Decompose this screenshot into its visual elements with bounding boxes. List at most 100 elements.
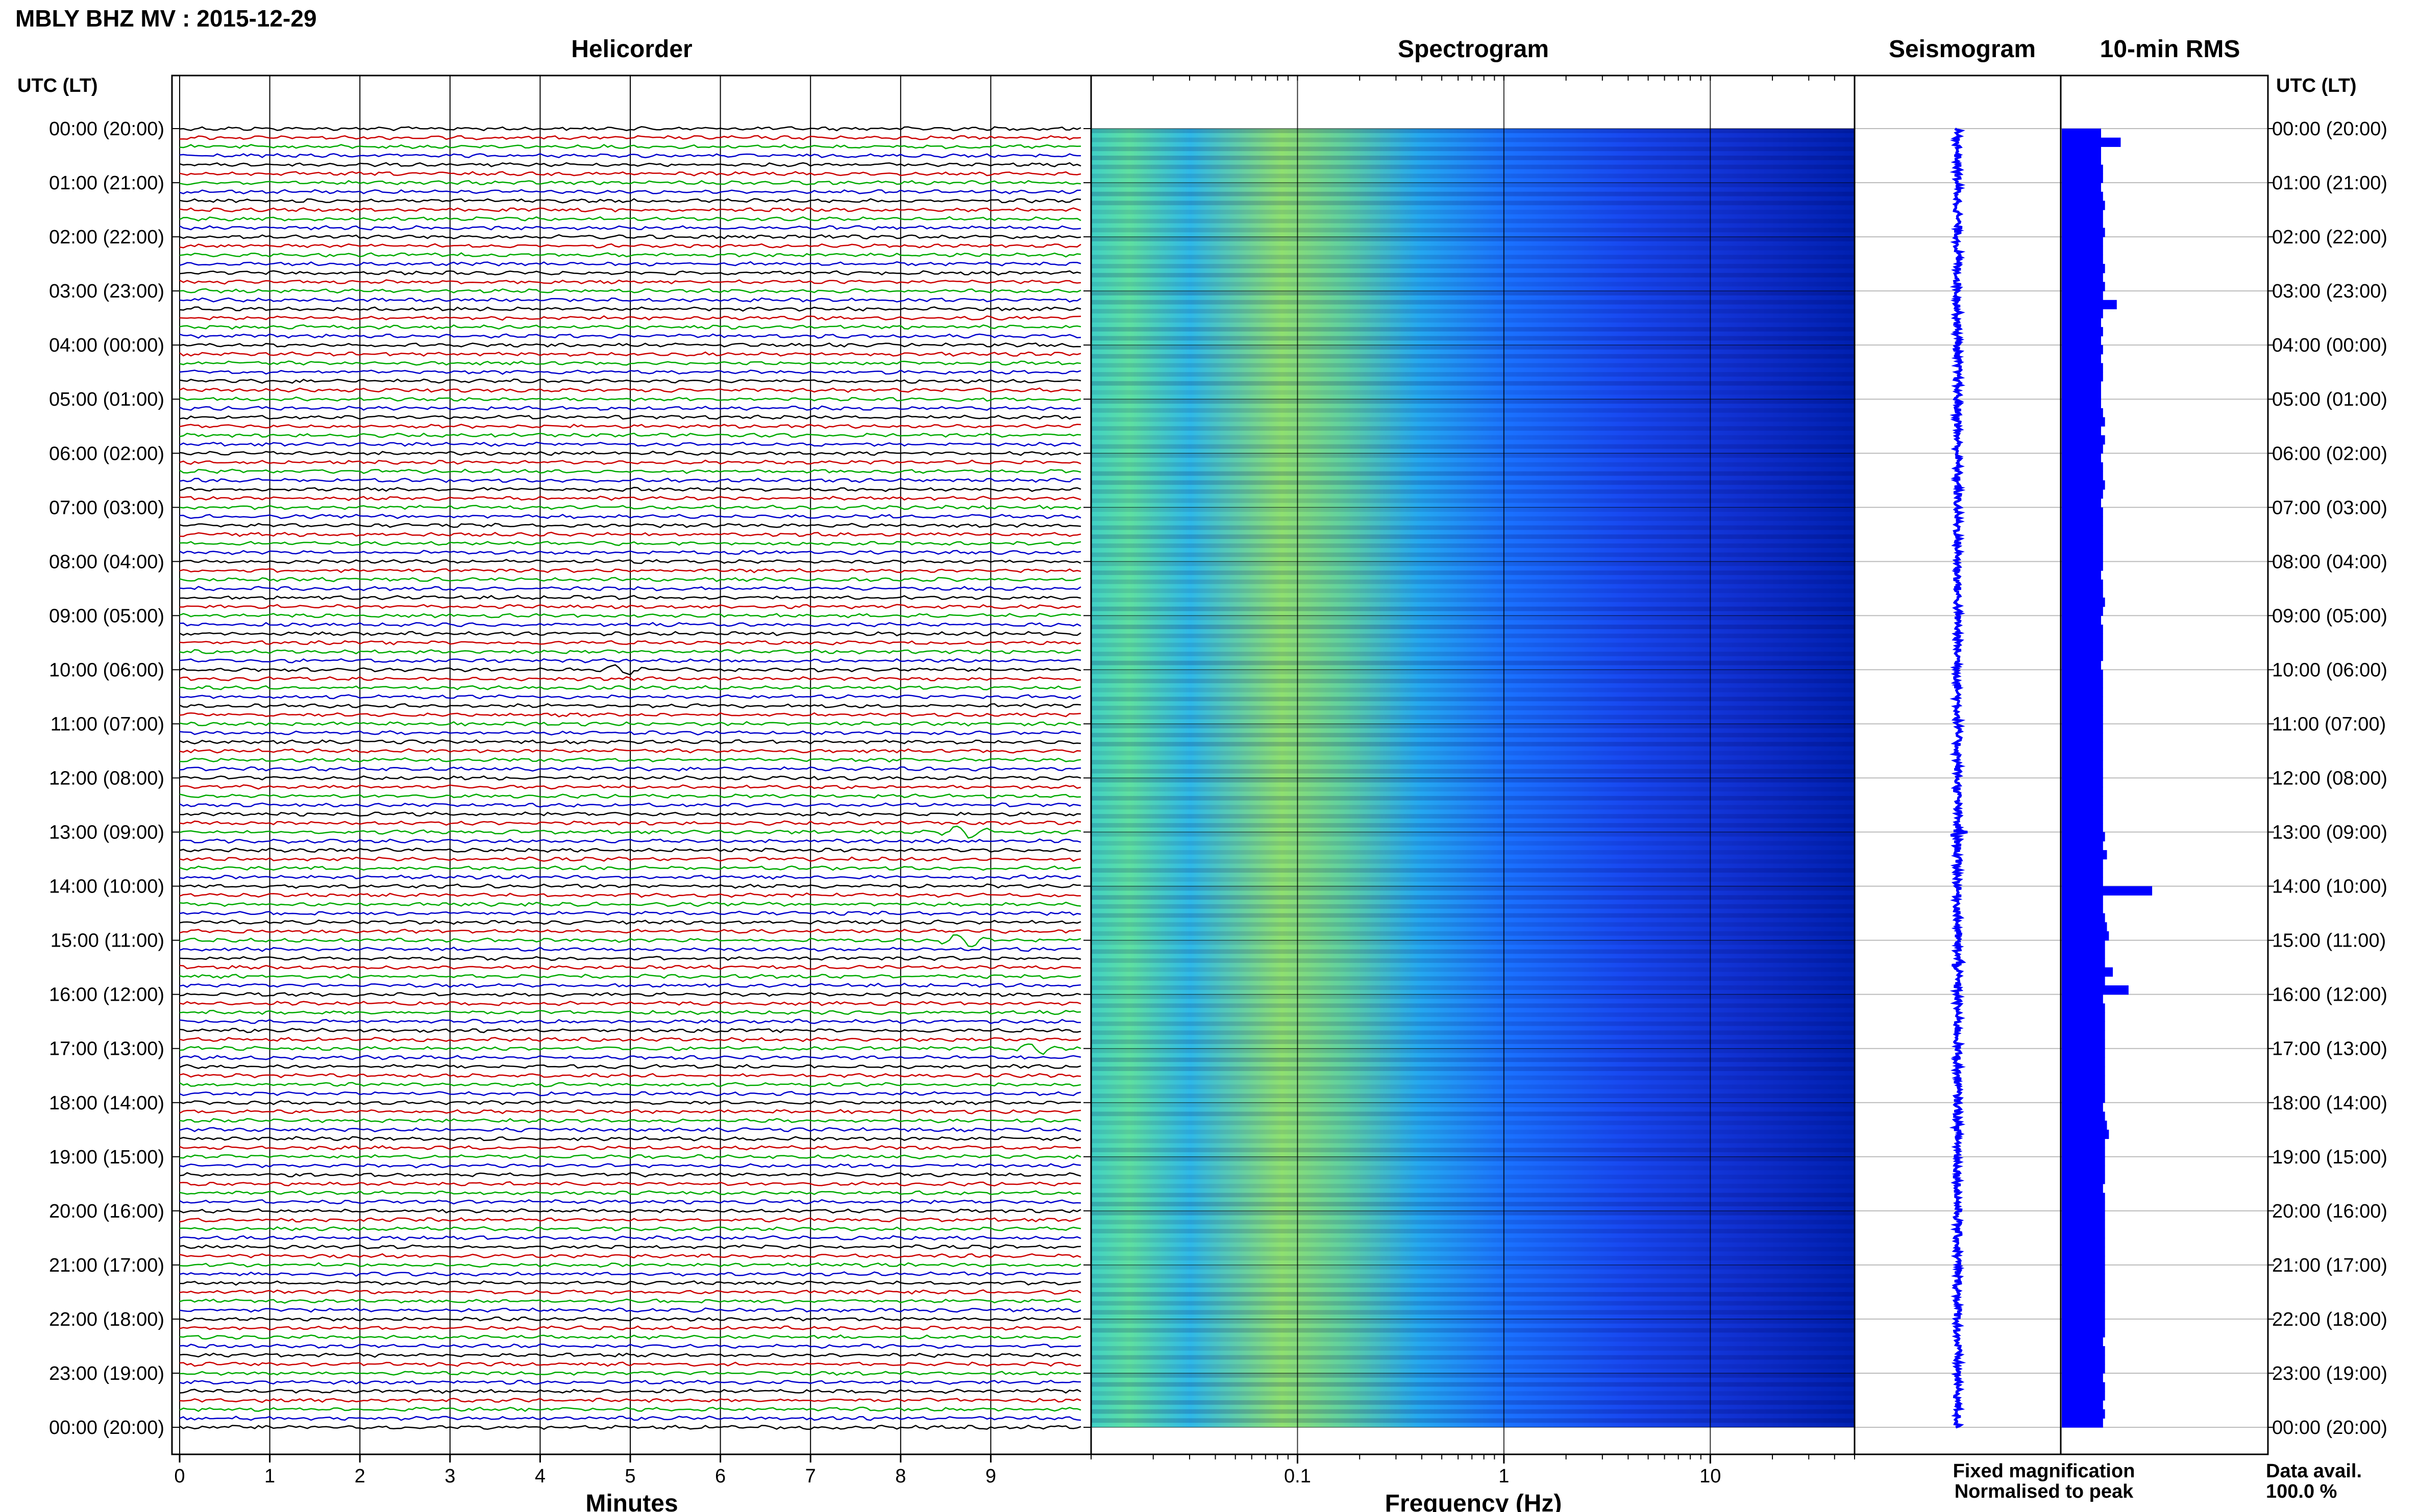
- rms-bar: [2062, 1210, 2105, 1221]
- rms-bar: [2062, 507, 2103, 517]
- rms-bar: [2062, 642, 2103, 652]
- rms-bar: [2062, 489, 2103, 499]
- helicorder-trace-row: [179, 974, 1081, 979]
- spectrogram-stripe: [1091, 660, 1855, 665]
- spectrogram-stripe: [1091, 1048, 1855, 1053]
- spectrogram-stripe: [1091, 1030, 1855, 1035]
- rms-bar: [2062, 741, 2103, 752]
- helicorder-trace-row: [179, 664, 1081, 676]
- spectrogram-stripe: [1091, 354, 1855, 359]
- rms-bar: [2062, 967, 2113, 977]
- helicorder-trace-row: [179, 1352, 1081, 1358]
- rms-bar: [2062, 480, 2105, 490]
- helicorder-trace-row: [179, 613, 1081, 618]
- minute-tick-label: 9: [985, 1466, 996, 1487]
- hour-label-left: 14:00 (10:00): [49, 876, 164, 898]
- spectrogram-stripe: [1091, 201, 1855, 206]
- spectrogram-stripe: [1091, 543, 1855, 548]
- spectrogram-stripe: [1091, 670, 1855, 675]
- spectrogram-stripe: [1091, 985, 1855, 990]
- helicorder-trace-row: [179, 1100, 1081, 1105]
- rms-bar: [2062, 1175, 2105, 1184]
- helicorder-trace-row: [179, 1145, 1081, 1151]
- spectrogram-stripe: [1091, 1084, 1855, 1089]
- spectrogram-stripe: [1091, 796, 1855, 801]
- helicorder-trace-row: [179, 306, 1081, 312]
- rms-bar: [2062, 1373, 2103, 1383]
- spectrogram-stripe: [1091, 1301, 1855, 1306]
- helicorder-trace-row: [179, 721, 1081, 727]
- rms-bar: [2062, 994, 2103, 1004]
- helicorder-trace-row: [179, 1289, 1081, 1295]
- hour-label-right: 18:00 (14:00): [2272, 1093, 2387, 1114]
- hour-label-left: 20:00 (16:00): [49, 1201, 164, 1222]
- rms-bar: [2062, 264, 2105, 274]
- rms-bar: [2062, 191, 2103, 201]
- hour-label-right: 05:00 (01:00): [2272, 389, 2387, 410]
- helicorder-trace-row: [179, 567, 1081, 574]
- rms-bar: [2062, 363, 2103, 373]
- spectrogram-stripe: [1091, 760, 1855, 764]
- spectrogram-stripe: [1091, 1210, 1855, 1216]
- rms-bar: [2062, 417, 2105, 427]
- rms-bar: [2062, 625, 2103, 634]
- hour-label-left: 19:00 (15:00): [49, 1147, 164, 1168]
- helicorder-trace-row: [179, 559, 1081, 564]
- rms-bar: [2062, 426, 2101, 436]
- minutes-axis-label: Minutes: [585, 1490, 678, 1512]
- spectrogram-stripe: [1091, 714, 1855, 720]
- helicorder-trace-row: [179, 1271, 1081, 1277]
- helicorder-trace-row: [179, 1036, 1081, 1043]
- helicorder-trace-row: [179, 1298, 1081, 1304]
- rms-bar: [2062, 309, 2103, 318]
- rms-bar: [2062, 1301, 2105, 1310]
- helicorder-trace-row: [179, 315, 1081, 321]
- right-time-axis-label: UTC (LT): [2276, 75, 2357, 96]
- frequency-tick-label: 1: [1498, 1466, 1509, 1487]
- spectrogram-stripe: [1091, 164, 1855, 169]
- rms-bar: [2062, 543, 2103, 553]
- helicorder-trace-row: [179, 928, 1081, 934]
- spectrogram-stripe: [1091, 814, 1855, 819]
- spectrogram-stripe: [1091, 129, 1855, 133]
- rms-bar: [2062, 949, 2105, 959]
- spectrogram-stripe: [1091, 1373, 1855, 1378]
- helicorder-trace-row: [179, 1406, 1081, 1412]
- hour-label-right: 11:00 (07:00): [2272, 713, 2386, 735]
- spectrogram-stripe: [1091, 390, 1855, 395]
- helicorder-trace-row: [179, 766, 1081, 772]
- spectrogram-stripe: [1091, 480, 1855, 485]
- hour-label-right: 14:00 (10:00): [2272, 876, 2387, 898]
- minute-tick-label: 5: [625, 1466, 635, 1487]
- spectrogram-stripe: [1091, 1283, 1855, 1288]
- spectrogram-stripe: [1091, 1111, 1855, 1117]
- spectrogram-stripe: [1091, 615, 1855, 621]
- spectrogram-stripe: [1091, 552, 1855, 557]
- helicorder-trace-row: [179, 1379, 1081, 1385]
- rms-bar: [2062, 327, 2103, 337]
- rms-bar: [2062, 1111, 2105, 1121]
- rms-bar: [2062, 516, 2103, 526]
- rms-bar: [2062, 1102, 2103, 1112]
- helicorder-trace-row: [179, 1343, 1081, 1349]
- spectrogram-stripe: [1091, 417, 1855, 422]
- rms-bar: [2062, 218, 2103, 229]
- spectrogram-stripe: [1091, 886, 1855, 891]
- rms-bar: [2062, 462, 2103, 472]
- rms-bar: [2062, 183, 2101, 192]
- spectrogram-stripe: [1091, 291, 1855, 295]
- rms-bar: [2062, 760, 2103, 770]
- rms-bar: [2062, 588, 2103, 598]
- helicorder-trace-row: [179, 378, 1081, 384]
- helicorder-trace-row: [179, 955, 1081, 961]
- spectrogram-stripe: [1091, 191, 1855, 196]
- helicorder-trace-row: [179, 414, 1081, 420]
- helicorder-trace-row: [179, 1416, 1081, 1421]
- spectrogram-stripe: [1091, 345, 1855, 350]
- rms-bar: [2062, 552, 2103, 562]
- spectrogram-stripe: [1091, 137, 1855, 142]
- helicorder-trace-row: [179, 1389, 1081, 1394]
- helicorder-trace-row: [179, 947, 1081, 952]
- helicorder-trace-row: [179, 1361, 1081, 1367]
- hour-label-left: 01:00 (21:00): [49, 172, 164, 194]
